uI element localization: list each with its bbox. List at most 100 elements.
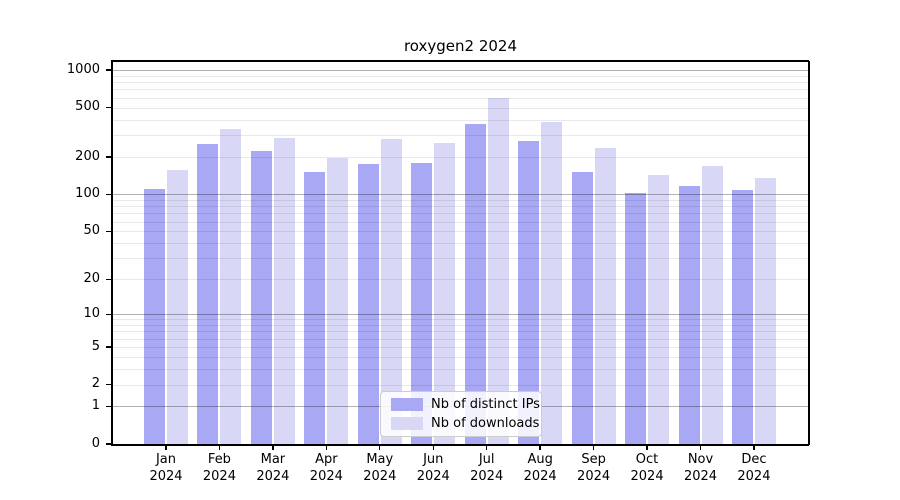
y-tick-mark-1000 — [106, 69, 112, 71]
x-tick-year: 2024 — [577, 468, 611, 484]
y-tick-mark-1 — [106, 405, 112, 408]
bar-downloads-nov — [701, 165, 723, 444]
legend-label-distinct-ips: Nb of distinct IPs — [431, 397, 540, 412]
x-tick-mark-mar — [272, 444, 274, 450]
x-tick-year: 2024 — [363, 468, 397, 484]
x-tick-mark-feb — [218, 444, 221, 450]
gridline-minor-700 — [112, 89, 809, 91]
x-tick-mark-jun — [432, 444, 434, 450]
gridline-minor-50 — [112, 231, 809, 233]
bar-downloads-jun — [434, 142, 456, 444]
legend-swatch-downloads — [391, 417, 423, 430]
x-tick-month: Apr — [315, 452, 338, 467]
x-tick-label-apr: Apr 2024 — [296, 452, 356, 485]
y-tick-mark-5 — [106, 346, 112, 348]
x-tick-month: Aug — [527, 452, 553, 467]
x-tick-label-dec: Dec 2024 — [724, 452, 784, 485]
x-tick-month: Jan — [155, 452, 177, 467]
gridline-minor-2 — [112, 384, 809, 386]
y-tick-label-5: 5 — [91, 338, 100, 354]
bar-downloads-dec — [754, 177, 776, 444]
y-tick-label-1000: 1000 — [66, 61, 100, 77]
bar-downloads-feb — [220, 129, 242, 444]
x-tick-year: 2024 — [149, 468, 183, 484]
y-tick-label-2: 2 — [91, 376, 100, 392]
gridline-minor-60 — [112, 221, 809, 223]
bar-distinct-ips-oct — [625, 192, 647, 444]
bar-downloads-mar — [273, 137, 295, 444]
x-tick-month: Nov — [687, 452, 714, 467]
bar-downloads-sep — [594, 147, 616, 444]
x-tick-label-jan: Jan 2024 — [136, 452, 196, 485]
y-tick-label-10: 10 — [83, 305, 100, 321]
y-tick-mark-500 — [106, 106, 112, 109]
gridline-minor-400 — [112, 119, 809, 121]
bar-distinct-ips-may — [357, 163, 379, 444]
legend-row-downloads: Nb of downloads — [381, 416, 541, 431]
gridline-minor-6 — [112, 338, 809, 340]
y-tick-mark-50 — [106, 230, 112, 232]
gridline-minor-7 — [112, 331, 809, 333]
x-tick-label-jul: Jul 2024 — [457, 452, 517, 485]
axis-spine-left — [111, 61, 113, 445]
bar-downloads-jul — [487, 98, 509, 444]
x-tick-label-nov: Nov 2024 — [671, 452, 731, 485]
gridline-minor-500 — [112, 107, 809, 109]
bar-distinct-ips-feb — [197, 143, 219, 444]
gridline-minor-90 — [112, 199, 809, 201]
x-tick-label-sep: Sep 2024 — [564, 452, 624, 485]
bar-downloads-jan — [167, 169, 188, 444]
legend-swatch-distinct-ips — [391, 398, 423, 411]
x-tick-label-feb: Feb 2024 — [189, 452, 249, 485]
y-tick-label-0: 0 — [91, 435, 100, 451]
x-tick-year: 2024 — [309, 468, 343, 484]
bar-downloads-may — [380, 138, 402, 444]
x-tick-mark-jan — [165, 444, 167, 450]
gridline-minor-80 — [112, 206, 809, 208]
x-tick-year: 2024 — [737, 468, 771, 484]
bar-distinct-ips-apr — [304, 172, 326, 444]
x-tick-mark-apr — [325, 444, 328, 450]
gridline-minor-200 — [112, 157, 809, 159]
x-tick-month: Mar — [260, 452, 286, 467]
axis-spine-right — [808, 61, 810, 445]
y-tick-label-200: 200 — [75, 148, 100, 164]
bar-downloads-oct — [648, 174, 670, 444]
x-tick-label-aug: Aug 2024 — [510, 452, 570, 485]
axis-spine-bottom — [111, 444, 809, 446]
axis-spine-top — [111, 60, 809, 62]
x-tick-mark-oct — [646, 444, 648, 450]
x-tick-year: 2024 — [416, 468, 450, 484]
x-tick-month: Dec — [741, 452, 767, 467]
x-tick-label-may: May 2024 — [350, 452, 410, 485]
y-tick-mark-0 — [106, 443, 112, 445]
bar-downloads-apr — [327, 158, 349, 444]
gridline-minor-3 — [112, 368, 809, 370]
bar-distinct-ips-mar — [250, 150, 272, 444]
gridline-minor-30 — [112, 258, 809, 260]
gridline-minor-9 — [112, 319, 809, 321]
gridline-major-100 — [112, 194, 809, 196]
legend-row-distinct-ips: Nb of distinct IPs — [381, 397, 541, 412]
gridline-minor-70 — [112, 213, 809, 215]
y-tick-mark-10 — [106, 313, 112, 315]
gridline-major-10 — [112, 314, 809, 316]
gridline-major-1000 — [112, 70, 809, 72]
bar-downloads-aug — [541, 121, 563, 444]
bar-distinct-ips-nov — [678, 186, 700, 444]
x-tick-year: 2024 — [683, 468, 718, 484]
x-tick-month: Oct — [635, 452, 659, 467]
x-tick-label-jun: Jun 2024 — [403, 452, 463, 485]
y-tick-mark-100 — [106, 193, 112, 195]
gridline-minor-40 — [112, 243, 809, 245]
bar-distinct-ips-jul — [464, 124, 486, 444]
x-tick-label-mar: Mar 2024 — [243, 452, 303, 485]
bar-distinct-ips-jan — [144, 189, 165, 444]
y-tick-label-1: 1 — [91, 397, 100, 413]
bar-distinct-ips-sep — [571, 172, 593, 444]
y-tick-label-100: 100 — [75, 185, 100, 201]
x-tick-year: 2024 — [470, 468, 504, 484]
x-tick-label-oct: Oct 2024 — [617, 452, 677, 485]
gridline-minor-600 — [112, 97, 809, 99]
